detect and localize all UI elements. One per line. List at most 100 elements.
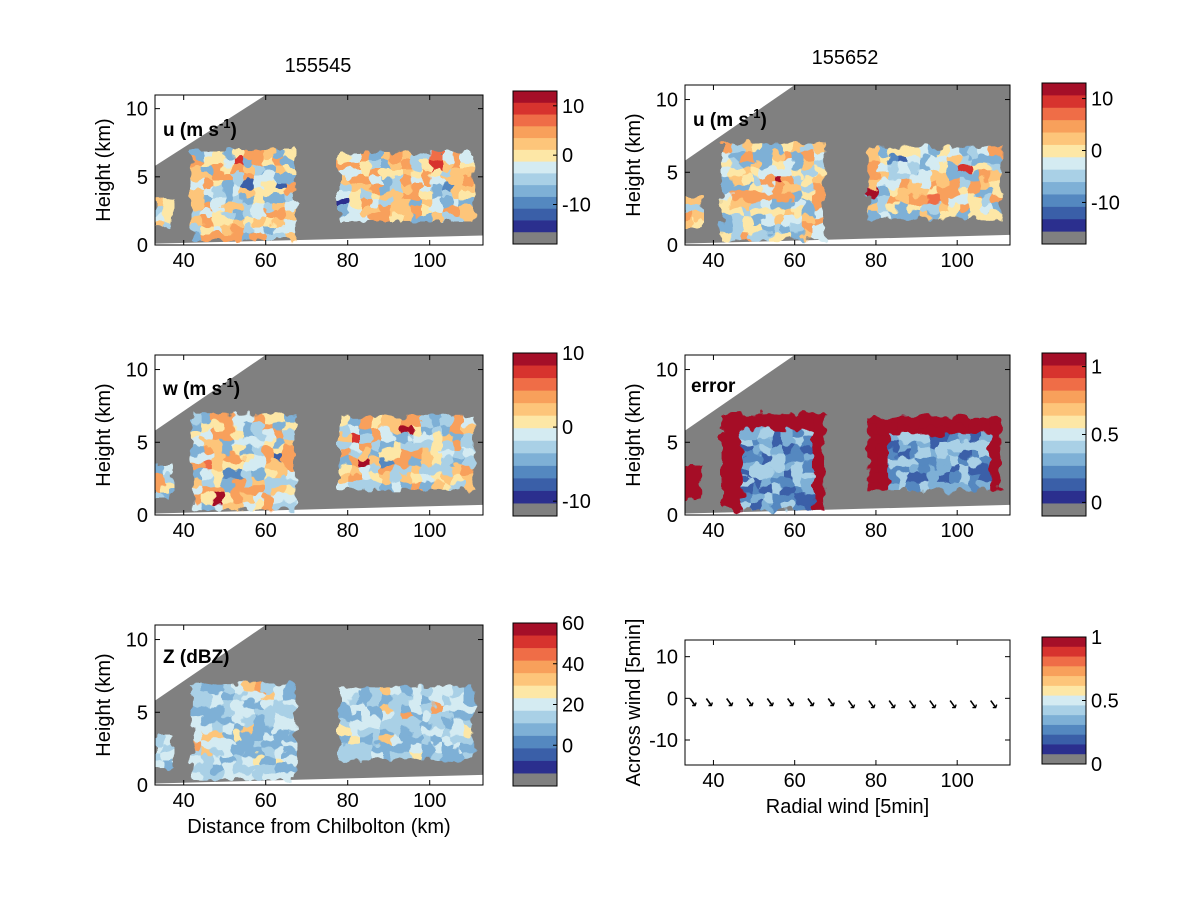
cell: [349, 152, 361, 162]
cell: [263, 747, 275, 757]
cell: [969, 472, 981, 482]
cell: [959, 202, 971, 212]
cell: [867, 202, 879, 212]
cell: [253, 715, 265, 725]
cell: [802, 501, 814, 511]
cell: [928, 146, 940, 156]
cell: [752, 437, 764, 447]
top-wedge: [155, 355, 266, 431]
cell: [360, 726, 372, 736]
cell: [898, 440, 910, 450]
cell: [908, 170, 920, 180]
cell: [989, 456, 1001, 466]
cell: [232, 179, 245, 189]
cell: [349, 472, 361, 482]
cell: [867, 162, 879, 172]
cell: [959, 480, 971, 490]
cell: [867, 448, 879, 458]
cell: [202, 477, 214, 487]
cell: [752, 151, 764, 161]
cell: [731, 493, 743, 503]
cell: [421, 182, 433, 192]
cell: [232, 445, 245, 455]
cell: [273, 217, 286, 226]
wind-arrow: [786, 698, 795, 707]
cell: [370, 197, 382, 207]
cell: [253, 763, 265, 773]
cell: [918, 464, 930, 474]
cell: [263, 209, 275, 219]
cell: [969, 440, 981, 450]
cell: [401, 686, 413, 696]
colorbar-block: [1042, 390, 1086, 404]
cell: [411, 726, 423, 736]
cell: [232, 493, 245, 503]
cell: [421, 440, 433, 450]
cell: [792, 199, 804, 209]
storm-cell-smallL: [155, 735, 173, 769]
cell: [959, 162, 971, 172]
cell: [284, 699, 296, 709]
wind-arrow: [726, 698, 734, 707]
cell: [232, 149, 245, 159]
x-tick-label: 100: [941, 250, 974, 272]
cell: [938, 464, 951, 474]
cell: [243, 683, 255, 693]
storm-cell-smallL: [685, 465, 703, 499]
cell: [401, 440, 413, 450]
cell: [243, 149, 255, 159]
cell: [752, 199, 764, 209]
cell: [877, 416, 890, 426]
cell: [212, 755, 224, 765]
colorbar-tick-label: 60: [562, 613, 584, 635]
cell: [782, 421, 794, 431]
cell: [273, 477, 286, 487]
cell: [339, 440, 351, 450]
y-tick-label: 10: [656, 647, 678, 669]
cell: [212, 723, 224, 733]
x-tick-label: 60: [255, 790, 277, 812]
cell: [462, 424, 474, 434]
cell: [949, 194, 961, 204]
cell: [949, 432, 961, 442]
colorbar-block: [1042, 676, 1086, 687]
cell: [888, 448, 900, 458]
cell: [243, 731, 255, 741]
cell: [772, 199, 784, 209]
cell: [721, 485, 733, 495]
cell: [284, 421, 296, 431]
cell: [772, 175, 784, 185]
cell: [339, 182, 351, 192]
cell: [431, 175, 443, 184]
cell: [792, 477, 804, 487]
cell: [721, 223, 733, 233]
cell: [431, 456, 443, 466]
cell: [782, 231, 794, 241]
x-tick-label: 80: [865, 520, 887, 542]
cell: [693, 195, 703, 205]
x-tick-label: 80: [865, 770, 887, 792]
cell: [782, 143, 794, 153]
cell: [959, 464, 971, 474]
cell: [979, 480, 991, 490]
cell: [867, 480, 879, 490]
cell: [442, 175, 454, 184]
cell: [989, 194, 1001, 204]
cell: [969, 162, 981, 172]
cell: [202, 501, 214, 511]
cell: [222, 413, 234, 423]
cell: [380, 694, 392, 704]
cell: [263, 699, 275, 709]
cell: [979, 170, 991, 180]
cell: [263, 461, 275, 471]
cell: [339, 750, 351, 760]
cell: [349, 742, 361, 752]
cell: [202, 699, 214, 709]
cell: [877, 186, 890, 196]
cell: [772, 215, 784, 225]
cell: [782, 191, 794, 201]
cell: [979, 472, 991, 482]
cell: [452, 464, 464, 474]
axes-frame: [684, 354, 1011, 516]
